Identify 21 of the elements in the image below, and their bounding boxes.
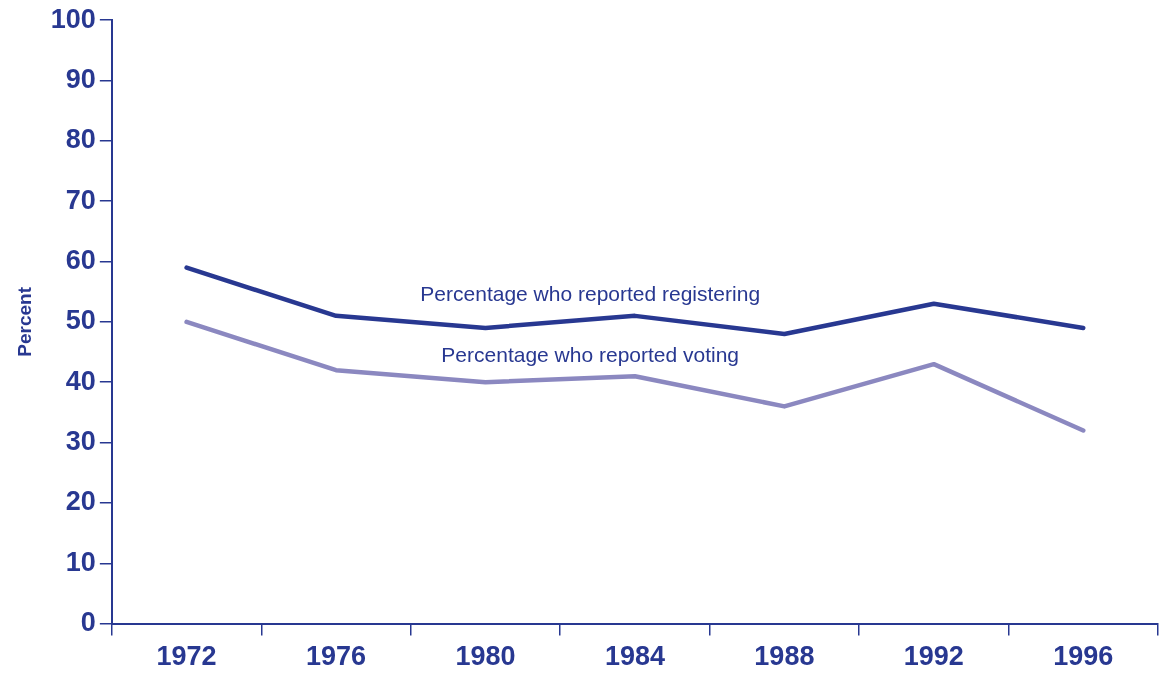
series-label: Percentage who reported registering [420, 282, 761, 306]
x-tick-label: 1976 [305, 641, 367, 672]
y-tick-label: 10 [65, 546, 96, 577]
y-tick-label: 70 [65, 184, 96, 215]
y-tick-label: 60 [65, 245, 96, 276]
y-tick-label: 80 [65, 124, 96, 155]
y-tick-label: 40 [65, 365, 96, 396]
y-tick-label: 20 [65, 486, 96, 517]
y-tick-label: 50 [65, 305, 96, 336]
y-tick-label: 30 [65, 426, 96, 457]
series-label: Percentage who reported voting [441, 342, 740, 366]
x-tick-label: 1980 [455, 641, 516, 672]
y-tick-label: 90 [65, 63, 96, 94]
x-tick-label: 1992 [903, 641, 964, 672]
x-tick-label: 1972 [156, 641, 217, 672]
x-tick-label: 1984 [604, 641, 665, 672]
x-tick-label: 1996 [1053, 641, 1114, 672]
y-tick-label: 100 [50, 3, 96, 34]
x-tick-label: 1988 [754, 641, 815, 672]
y-axis-title: Percent [13, 286, 35, 357]
y-tick-label: 0 [80, 607, 96, 638]
